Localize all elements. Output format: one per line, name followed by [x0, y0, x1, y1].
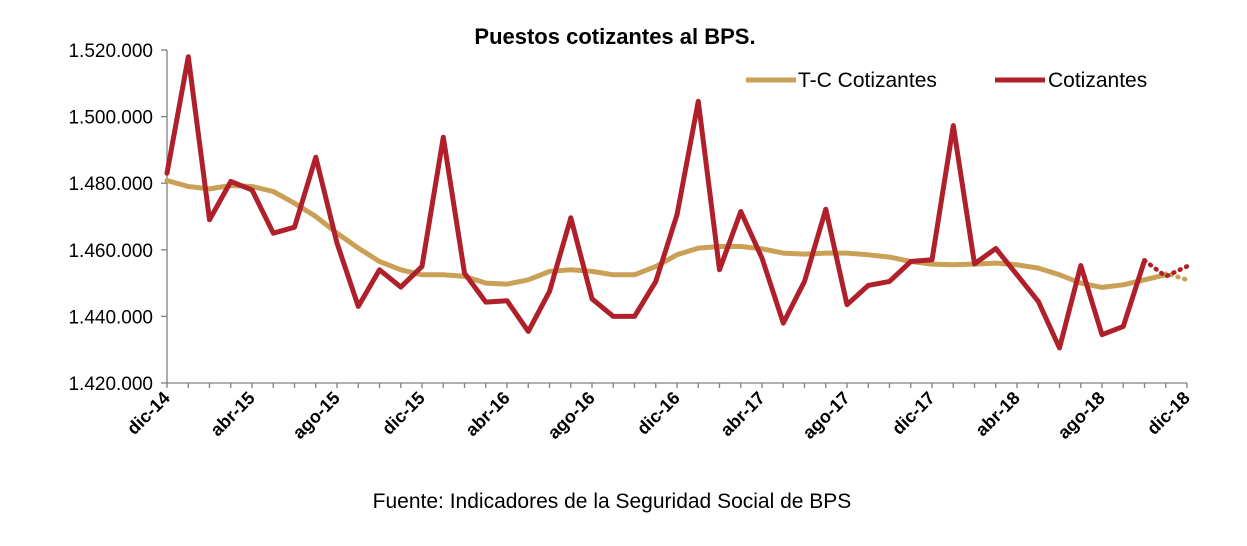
x-tick-label: abr-17: [716, 388, 768, 440]
chart-title: Puestos cotizantes al BPS.: [474, 24, 755, 49]
plot-area: [164, 54, 1190, 351]
y-axis: 1.420.000 1.440.000 1.460.000 1.480.000 1.50…: [68, 41, 168, 395]
x-tick-label: ago-16: [544, 388, 599, 443]
legend: T-C Cotizantes Cotizantes: [746, 69, 1147, 92]
y-tick-label: 1.440.000: [68, 307, 153, 328]
source-note: Fuente: Indicadores de la Seguridad Soci…: [373, 490, 852, 513]
legend-label-tc: T-C Cotizantes: [798, 69, 937, 92]
x-tick-label: abr-15: [206, 388, 258, 440]
x-tick-label: ago-18: [1054, 388, 1109, 443]
x-tick-label: ago-15: [289, 388, 344, 443]
y-tick-label: 1.460.000: [68, 241, 153, 262]
y-tick-label: 1.500.000: [68, 108, 153, 129]
x-tick-label: abr-16: [461, 388, 513, 440]
x-tick-label: dic-15: [378, 388, 429, 439]
legend-label-cotizantes: Cotizantes: [1048, 69, 1147, 92]
series-forecast-cotizantes: [1142, 258, 1190, 280]
y-tick-label: 1.420.000: [68, 374, 153, 395]
series-line-cotizantes: [164, 54, 1147, 351]
x-tick-label: dic-18: [1143, 388, 1194, 439]
x-tick-label: dic-16: [633, 388, 684, 439]
y-tick-label: 1.520.000: [68, 41, 153, 62]
y-tick-label: 1.480.000: [68, 174, 153, 195]
x-tick-label: abr-18: [971, 388, 1023, 440]
x-axis: dic-14 abr-15 ago-15 dic-15 abr-16 ago-16 dic-…: [123, 382, 1194, 443]
x-tick-label: dic-17: [888, 388, 939, 439]
x-tick-label: dic-14: [123, 388, 174, 439]
x-tick-label: ago-17: [799, 388, 854, 443]
